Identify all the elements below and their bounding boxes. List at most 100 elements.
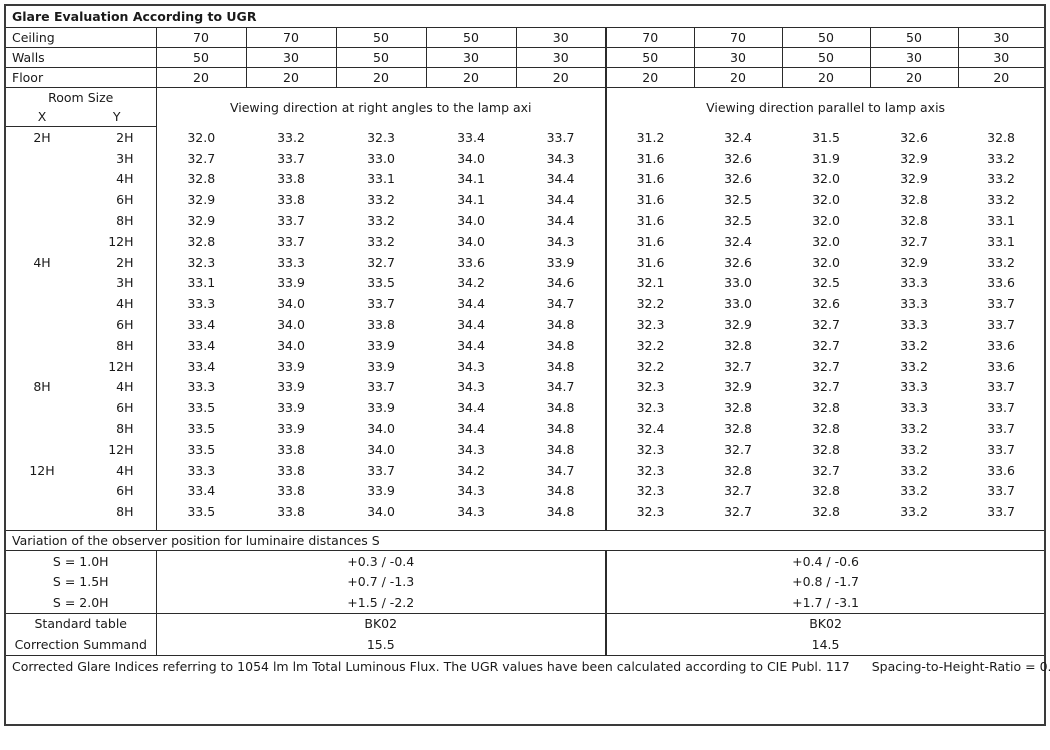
variation-value-parallel: +0.4 / -0.6 [792,553,860,569]
reflectance-value: 30 [246,47,337,68]
ugr-value-parallel: 32.6 [812,296,840,312]
ugr-value-parallel: 33.7 [987,317,1015,332]
ugr-value-parallel: 32.3 [636,317,665,332]
ugr-value-perpendicular: 34.7 [516,293,607,315]
ugr-value-perpendicular: 33.8 [277,171,305,187]
table-row: 3H 32.7 33.7 33.0 34.0 34.3 31.6 32.6 31.9 32.9 33… [6,147,1044,169]
table-row: 8H 4H 33.3 33.9 33.7 34.3 34.7 32.3 32.9 32.7 33.3… [6,376,1044,398]
glare-evaluation-table: Glare Evaluation According to UGR Ceiling… [6,6,1050,678]
ugr-value-parallel: 33.6 [987,337,1015,353]
reflectance-value: 30 [426,47,517,68]
room-size-x-value [6,356,78,377]
variation-value-perpendicular: +0.7 / -1.3 [156,571,607,593]
ugr-value-parallel: 33.7 [987,296,1015,312]
ugr-value-parallel: 32.7 [724,358,752,374]
ugr-value-parallel: 33.1 [987,213,1015,229]
reflectance-value: 70 [156,27,247,48]
ugr-value-parallel: 33.7 [987,400,1015,416]
room-size-x-value [6,314,78,335]
room-size-y-value: 2H [78,126,157,148]
reflectance-value: 50 [782,27,871,48]
ugr-value-perpendicular: 33.4 [187,358,216,374]
room-size-x-value [6,439,78,460]
spacer [156,522,246,531]
ugr-value-perpendicular: 34.8 [516,397,607,419]
ugr-value-parallel: 33.2 [987,192,1015,208]
footnote: Corrected Glare Indices referring to 105… [6,655,1050,678]
room-size-x-value [6,397,78,418]
ugr-value-parallel: 32.7 [724,483,752,499]
ugr-value-perpendicular: 32.3 [187,254,216,270]
room-size-y-value: 4H [78,168,157,190]
reflectance-value: 20 [516,67,607,88]
ugr-value-parallel: 32.9 [900,150,928,166]
ugr-value-perpendicular: 32.9 [187,213,216,229]
spacer [782,522,870,531]
ugr-value-perpendicular: 33.9 [367,337,395,353]
room-size-y-value: 8H [78,501,157,523]
ugr-value-parallel: 32.9 [724,317,752,332]
reflectance-value: 50 [870,27,959,48]
ugr-value-perpendicular: 34.4 [457,317,485,332]
ugr-value-parallel: 31.6 [636,233,665,249]
ugr-value-parallel: 32.8 [812,441,840,457]
ugr-value-parallel: 32.1 [636,275,665,291]
reflectance-label-ceiling: Ceiling [6,27,157,48]
ugr-value-perpendicular: 33.2 [367,192,395,208]
ugr-value-perpendicular: 33.7 [277,233,305,249]
ugr-value-parallel: 33.6 [987,358,1015,374]
ugr-value-perpendicular: 34.3 [457,358,485,374]
ugr-value-parallel: 32.3 [636,400,665,416]
ugr-value-perpendicular: 33.3 [187,379,216,395]
ugr-value-parallel: 32.7 [812,379,840,395]
ugr-value-parallel: 32.9 [724,379,752,395]
title-row: Glare Evaluation According to UGR [6,6,1045,28]
page-title: Glare Evaluation According to UGR [6,6,1045,28]
ugr-value-parallel: 32.8 [724,420,752,436]
ugr-value-parallel: 32.7 [900,233,928,249]
room-size-y-value: 2H [78,251,157,273]
ugr-value-perpendicular: 34.3 [457,483,485,499]
table-frame: Glare Evaluation According to UGR Ceiling… [4,4,1050,726]
direction-header-parallel: Viewing direction parallel to lamp axis [706,99,946,115]
ugr-value-perpendicular: 33.3 [187,462,216,478]
ugr-value-parallel: 32.8 [724,462,752,478]
room-size-y-value: 12H [78,355,157,377]
ugr-value-parallel: 32.6 [900,129,928,145]
spacer [694,522,782,531]
table-row: 8H 33.5 33.9 34.0 34.4 34.8 32.4 32.8 32.8 33.2 33… [6,418,1044,439]
ugr-value-parallel: 32.8 [900,213,928,229]
ugr-value-perpendicular: 34.8 [516,355,607,377]
ugr-value-perpendicular: 34.4 [457,400,485,416]
room-size-x-value: 12H [29,462,55,478]
ugr-value-perpendicular: 34.1 [457,192,485,208]
table-row: 2H 2H 32.0 33.2 32.3 33.4 33.7 31.2 32.4 31.5 32.6… [6,126,1044,148]
ugr-value-perpendicular: 33.7 [367,296,395,312]
ugr-value-perpendicular: 33.8 [277,441,305,457]
ugr-value-parallel: 33.2 [987,254,1015,270]
room-size-x-value [6,231,78,252]
reflectance-value: 30 [516,27,607,48]
reflectance-value: 50 [782,47,871,68]
ugr-value-parallel: 32.8 [724,400,752,416]
ugr-value-parallel: 32.6 [724,150,752,166]
ugr-value-perpendicular: 34.0 [277,296,305,312]
ugr-value-parallel: 33.3 [900,379,928,395]
ugr-value-perpendicular: 34.0 [457,233,485,249]
ugr-value-perpendicular: 33.1 [367,171,395,187]
room-size-y-value: 8H [78,334,157,356]
room-size-header-row: Room Size Viewing direction at right angl… [6,87,1044,127]
reflectance-value: 20 [782,67,871,88]
spacer [426,522,516,531]
ugr-value-parallel: 33.2 [900,337,928,353]
ugr-value-parallel: 31.2 [636,129,665,145]
ugr-value-perpendicular: 32.3 [367,129,395,145]
variation-heading-row: Variation of the observer position for l… [6,530,1045,552]
footnote-row: Corrected Glare Indices referring to 105… [6,655,1050,678]
ugr-value-parallel: 32.8 [724,337,752,353]
ugr-value-parallel: 33.3 [900,400,928,416]
ugr-value-parallel: 33.6 [987,275,1015,291]
ugr-value-parallel: 32.6 [724,254,752,270]
ugr-value-parallel: 33.2 [987,171,1015,187]
ugr-value-parallel: 32.7 [812,317,840,332]
